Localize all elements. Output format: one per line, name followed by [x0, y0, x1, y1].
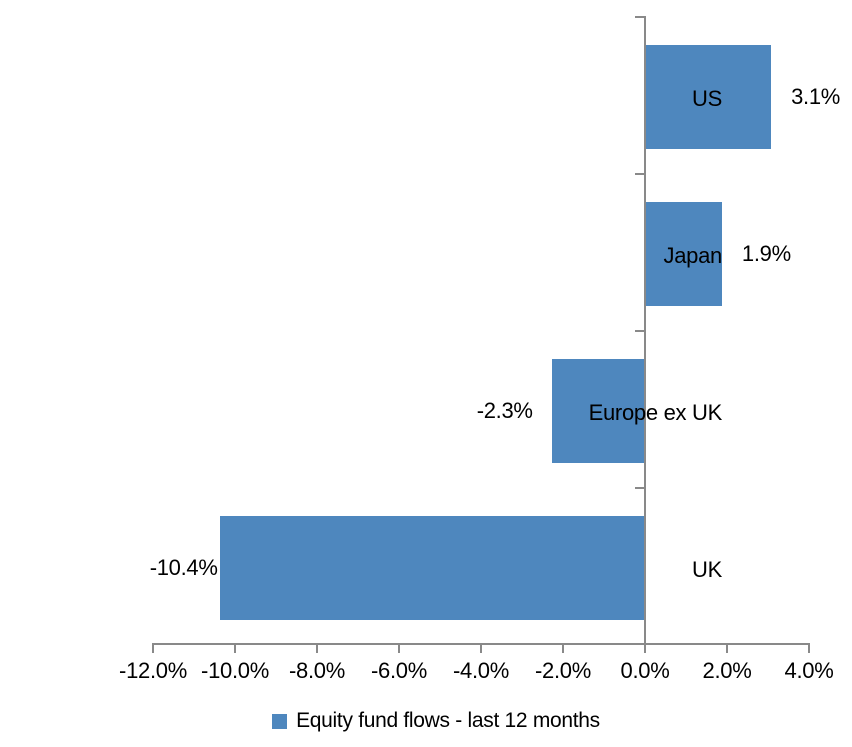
- x-axis-tick: [316, 645, 318, 653]
- bar-us: [646, 45, 772, 149]
- x-tick-label: -6.0%: [371, 658, 427, 683]
- x-axis-tick: [562, 645, 564, 653]
- category-label-japan: Japan: [663, 243, 723, 268]
- bar-japan: [646, 202, 722, 306]
- zero-axis-line: [644, 16, 646, 652]
- y-axis-tick: [635, 173, 644, 175]
- y-axis-tick: [635, 16, 644, 18]
- legend-swatch-icon: [272, 713, 288, 729]
- x-axis-tick: [398, 645, 400, 653]
- data-label: 3.1%: [791, 84, 841, 109]
- x-tick-label: -12.0%: [119, 658, 187, 683]
- x-tick-label: -10.0%: [201, 658, 269, 683]
- x-tick-label: -8.0%: [289, 658, 345, 683]
- bar-uk: [219, 516, 644, 620]
- x-tick-label: 2.0%: [702, 658, 752, 683]
- category-label-uk: UK: [692, 557, 722, 582]
- bar-europe-ex-uk: [551, 359, 644, 463]
- x-axis-tick: [152, 645, 154, 653]
- data-label: 1.9%: [741, 241, 791, 266]
- x-axis-line: [152, 643, 810, 645]
- x-tick-label: 4.0%: [784, 658, 834, 683]
- chart-legend: Equity fund flows - last 12 months: [0, 708, 852, 734]
- y-axis-tick: [635, 330, 644, 332]
- category-label-europe-ex-uk: Europe ex UK: [588, 400, 723, 425]
- category-label-us: US: [692, 86, 722, 111]
- x-axis-tick: [480, 645, 482, 653]
- data-label: -10.4%: [149, 555, 218, 580]
- legend-label: Equity fund flows - last 12 months: [296, 709, 600, 732]
- x-tick-label: -2.0%: [535, 658, 591, 683]
- x-tick-label: -4.0%: [453, 658, 509, 683]
- y-axis-tick: [635, 487, 644, 489]
- x-axis-tick: [234, 645, 236, 653]
- x-tick-label: 0.0%: [620, 658, 670, 683]
- x-axis-tick: [808, 645, 810, 653]
- x-axis-tick: [644, 645, 646, 653]
- data-label: -2.3%: [476, 398, 533, 423]
- x-axis-tick: [726, 645, 728, 653]
